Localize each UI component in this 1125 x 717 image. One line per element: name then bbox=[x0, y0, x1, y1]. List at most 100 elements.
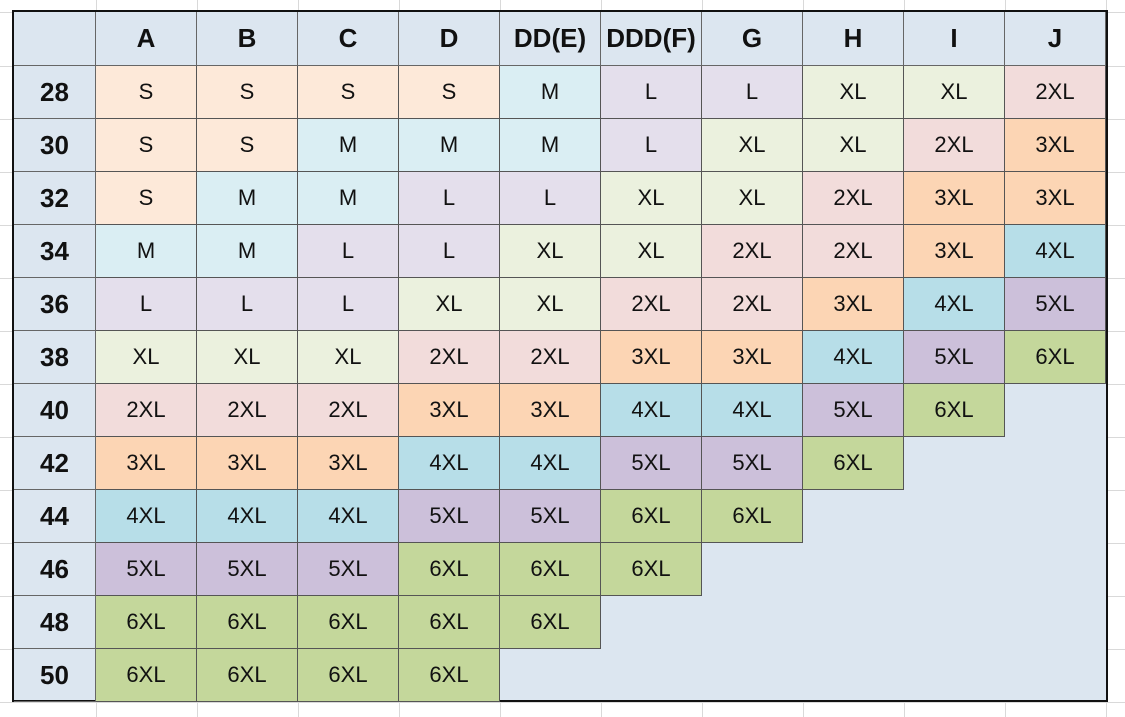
grid-line bbox=[0, 702, 1125, 703]
size-cell: L bbox=[298, 278, 399, 331]
size-table: A B C D DD(E) DDD(F) G H I J 28 S S S S M L L XL XL 2XL 30 S S M… bbox=[12, 10, 1108, 702]
size-cell: M bbox=[197, 225, 298, 278]
column-header: DDD(F) bbox=[601, 12, 702, 66]
size-cell: 6XL bbox=[601, 490, 702, 543]
size-cell: L bbox=[399, 172, 500, 225]
size-cell: S bbox=[197, 119, 298, 172]
size-cell: 3XL bbox=[702, 331, 803, 384]
size-cell: 6XL bbox=[904, 384, 1005, 437]
column-header: D bbox=[399, 12, 500, 66]
size-cell: 6XL bbox=[1005, 331, 1106, 384]
size-cell: 6XL bbox=[399, 596, 500, 649]
size-cell: M bbox=[298, 172, 399, 225]
column-header: DD(E) bbox=[500, 12, 601, 66]
size-cell: M bbox=[96, 225, 197, 278]
size-cell: L bbox=[500, 172, 601, 225]
size-cell: 5XL bbox=[96, 543, 197, 596]
size-cell: S bbox=[96, 119, 197, 172]
size-cell: 6XL bbox=[702, 490, 803, 543]
size-cell: S bbox=[96, 66, 197, 119]
size-cell: XL bbox=[399, 278, 500, 331]
column-header: G bbox=[702, 12, 803, 66]
size-cell: 4XL bbox=[601, 384, 702, 437]
size-cell: 6XL bbox=[298, 596, 399, 649]
size-cell: XL bbox=[803, 66, 904, 119]
size-cell: 3XL bbox=[803, 278, 904, 331]
size-cell: 4XL bbox=[904, 278, 1005, 331]
size-cell: 3XL bbox=[1005, 172, 1106, 225]
size-cell: 2XL bbox=[197, 384, 298, 437]
size-cell: 4XL bbox=[399, 437, 500, 490]
size-cell: 6XL bbox=[197, 649, 298, 702]
size-cell: S bbox=[399, 66, 500, 119]
size-cell: 6XL bbox=[500, 543, 601, 596]
row-header: 42 bbox=[14, 437, 96, 490]
size-cell: 3XL bbox=[298, 437, 399, 490]
row-header: 30 bbox=[14, 119, 96, 172]
size-cell: 2XL bbox=[601, 278, 702, 331]
size-cell: 6XL bbox=[500, 596, 601, 649]
size-cell: M bbox=[500, 66, 601, 119]
size-cell: 5XL bbox=[500, 490, 601, 543]
size-cell: 4XL bbox=[702, 384, 803, 437]
size-cell: S bbox=[197, 66, 298, 119]
size-cell: XL bbox=[197, 331, 298, 384]
row-header: 48 bbox=[14, 596, 96, 649]
size-cell: 5XL bbox=[298, 543, 399, 596]
size-cell: XL bbox=[96, 331, 197, 384]
column-header: I bbox=[904, 12, 1005, 66]
size-cell: 6XL bbox=[96, 596, 197, 649]
size-cell: L bbox=[601, 66, 702, 119]
size-cell: 6XL bbox=[197, 596, 298, 649]
size-cell: 6XL bbox=[399, 543, 500, 596]
row-header: 40 bbox=[14, 384, 96, 437]
size-cell: 5XL bbox=[702, 437, 803, 490]
size-cell: M bbox=[500, 119, 601, 172]
size-cell: 5XL bbox=[197, 543, 298, 596]
column-header: A bbox=[96, 12, 197, 66]
size-cell: XL bbox=[702, 119, 803, 172]
size-cell: 2XL bbox=[702, 278, 803, 331]
size-cell: 2XL bbox=[96, 384, 197, 437]
size-cell: 2XL bbox=[1005, 66, 1106, 119]
size-cell: XL bbox=[601, 225, 702, 278]
column-header: C bbox=[298, 12, 399, 66]
size-cell: 4XL bbox=[1005, 225, 1106, 278]
size-cell: 5XL bbox=[399, 490, 500, 543]
row-header: 28 bbox=[14, 66, 96, 119]
row-header: 36 bbox=[14, 278, 96, 331]
size-cell: XL bbox=[601, 172, 702, 225]
size-cell: L bbox=[601, 119, 702, 172]
size-cell: 3XL bbox=[500, 384, 601, 437]
row-header: 44 bbox=[14, 490, 96, 543]
size-cell: XL bbox=[298, 331, 399, 384]
size-cell: 3XL bbox=[1005, 119, 1106, 172]
size-cell: L bbox=[298, 225, 399, 278]
size-cell: 4XL bbox=[96, 490, 197, 543]
row-header: 46 bbox=[14, 543, 96, 596]
size-cell: 5XL bbox=[904, 331, 1005, 384]
size-cell: 2XL bbox=[399, 331, 500, 384]
size-cell: 6XL bbox=[601, 543, 702, 596]
size-cell: 3XL bbox=[601, 331, 702, 384]
row-header: 32 bbox=[14, 172, 96, 225]
size-cell: 3XL bbox=[197, 437, 298, 490]
size-cell: XL bbox=[500, 225, 601, 278]
size-cell: M bbox=[298, 119, 399, 172]
column-header: H bbox=[803, 12, 904, 66]
row-header: 50 bbox=[14, 649, 96, 702]
size-cell: L bbox=[399, 225, 500, 278]
size-cell: 6XL bbox=[399, 649, 500, 702]
size-cell: XL bbox=[803, 119, 904, 172]
size-cell: 2XL bbox=[298, 384, 399, 437]
size-cell: XL bbox=[904, 66, 1005, 119]
size-cell: L bbox=[197, 278, 298, 331]
size-cell: 5XL bbox=[803, 384, 904, 437]
size-cell: 2XL bbox=[803, 172, 904, 225]
size-cell: M bbox=[197, 172, 298, 225]
size-cell: 2XL bbox=[803, 225, 904, 278]
size-cell: 3XL bbox=[904, 172, 1005, 225]
column-header: J bbox=[1005, 12, 1106, 66]
corner-cell bbox=[14, 12, 96, 66]
